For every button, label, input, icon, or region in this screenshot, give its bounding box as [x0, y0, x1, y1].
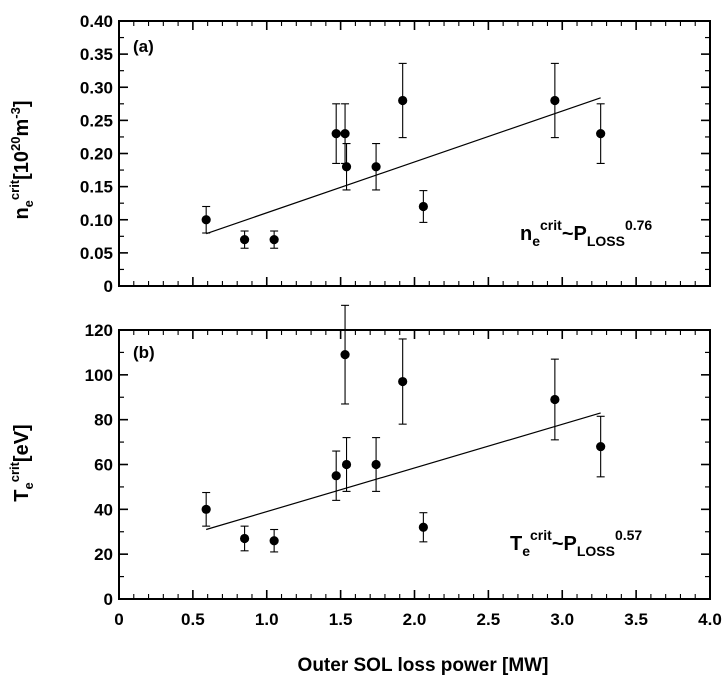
marker: [340, 350, 350, 360]
data-point: [596, 415, 606, 478]
panel-tag: (b): [133, 343, 155, 362]
marker: [550, 95, 560, 106]
y-tick-label: 80: [94, 411, 113, 430]
data-point: [596, 103, 606, 164]
marker: [550, 394, 560, 405]
marker: [341, 459, 352, 470]
marker: [239, 533, 250, 544]
marker: [371, 162, 381, 172]
marker: [340, 129, 350, 139]
fit-line: [205, 97, 601, 235]
y-axis-title: Tecrit[eV]: [7, 424, 36, 501]
panel-b: 0 20 40 60 80 100 120 0 0.5 1.0 1.5 2.0 2.5 3.0 3.5 4.0…: [7, 304, 722, 629]
data-point: [201, 205, 211, 234]
x-tick-label: 1.5: [329, 610, 353, 629]
x-tick-label: 0: [114, 610, 123, 629]
y-tick-label: 0.25: [80, 111, 113, 130]
marker: [201, 215, 211, 225]
panel-a: 0 0.05 0.10 0.15 0.20 0.25 0.30 0.35 0.40 (a) necr…: [7, 12, 711, 296]
marker: [269, 536, 279, 546]
panel-tag: (a): [133, 37, 154, 56]
y-axis-title: necrit[1020m-3]: [7, 100, 36, 219]
y-tick-label: 0: [104, 277, 113, 296]
x-tick-label: 4.0: [698, 610, 722, 629]
y-tick-label: 0.40: [80, 12, 113, 31]
y-tick-label: 120: [85, 321, 113, 340]
x-tick-label: 1.0: [255, 610, 279, 629]
data-point: [239, 525, 250, 552]
marker: [596, 129, 606, 139]
x-tick-label: 2.0: [403, 610, 427, 629]
marker: [418, 522, 428, 532]
y-tick-label: 40: [94, 500, 113, 519]
data-point: [550, 358, 560, 441]
fit-line: [206, 412, 601, 531]
x-tick-label: 0.5: [181, 610, 205, 629]
data-point: [398, 338, 408, 425]
data-point: [371, 143, 381, 191]
y-tick-label: 60: [94, 456, 113, 475]
x-tick-label: 2.5: [477, 610, 501, 629]
data-point: [340, 304, 350, 405]
marker: [398, 95, 408, 106]
data-point: [371, 437, 381, 492]
plot-frame: [118, 329, 711, 600]
marker: [331, 129, 341, 139]
marker: [596, 441, 606, 452]
x-tick-label: 3.5: [624, 610, 648, 629]
y-tick-label: 0.35: [80, 45, 113, 64]
data-point: [239, 230, 250, 249]
marker: [371, 459, 381, 470]
marker: [201, 504, 211, 514]
y-tick-label: 20: [94, 545, 113, 564]
data-point: [418, 512, 428, 543]
y-tick-label: 0.15: [80, 178, 113, 197]
y-tick-label: 0.05: [80, 244, 113, 263]
marker: [331, 471, 341, 481]
data-point: [201, 491, 211, 527]
x-axis-title: Outer SOL loss power [MW]: [298, 655, 549, 676]
y-tick-label: 0.30: [80, 78, 113, 97]
marker: [341, 162, 352, 172]
marker: [398, 376, 408, 387]
data-point: [269, 230, 279, 249]
y-tick-label: 0: [104, 590, 113, 609]
fit-label: necrit~PLOSS0.76: [520, 217, 652, 249]
fit-label: Tecrit~PLOSS0.57: [510, 527, 642, 559]
data-point: [269, 528, 279, 553]
data-point: [341, 143, 352, 191]
y-tick-label: 0.10: [80, 211, 113, 230]
data-point: [331, 450, 341, 501]
data-point: [550, 62, 560, 139]
y-tick-label: 100: [85, 366, 113, 385]
marker: [239, 235, 250, 245]
data-point: [418, 190, 428, 223]
data-point: [398, 62, 408, 139]
data-point: [341, 437, 352, 492]
marker: [269, 235, 279, 245]
data-point: [331, 103, 341, 164]
y-tick-label: 0.20: [80, 145, 113, 164]
marker: [418, 201, 428, 212]
x-tick-label: 3.0: [550, 610, 574, 629]
data-point: [340, 103, 350, 164]
